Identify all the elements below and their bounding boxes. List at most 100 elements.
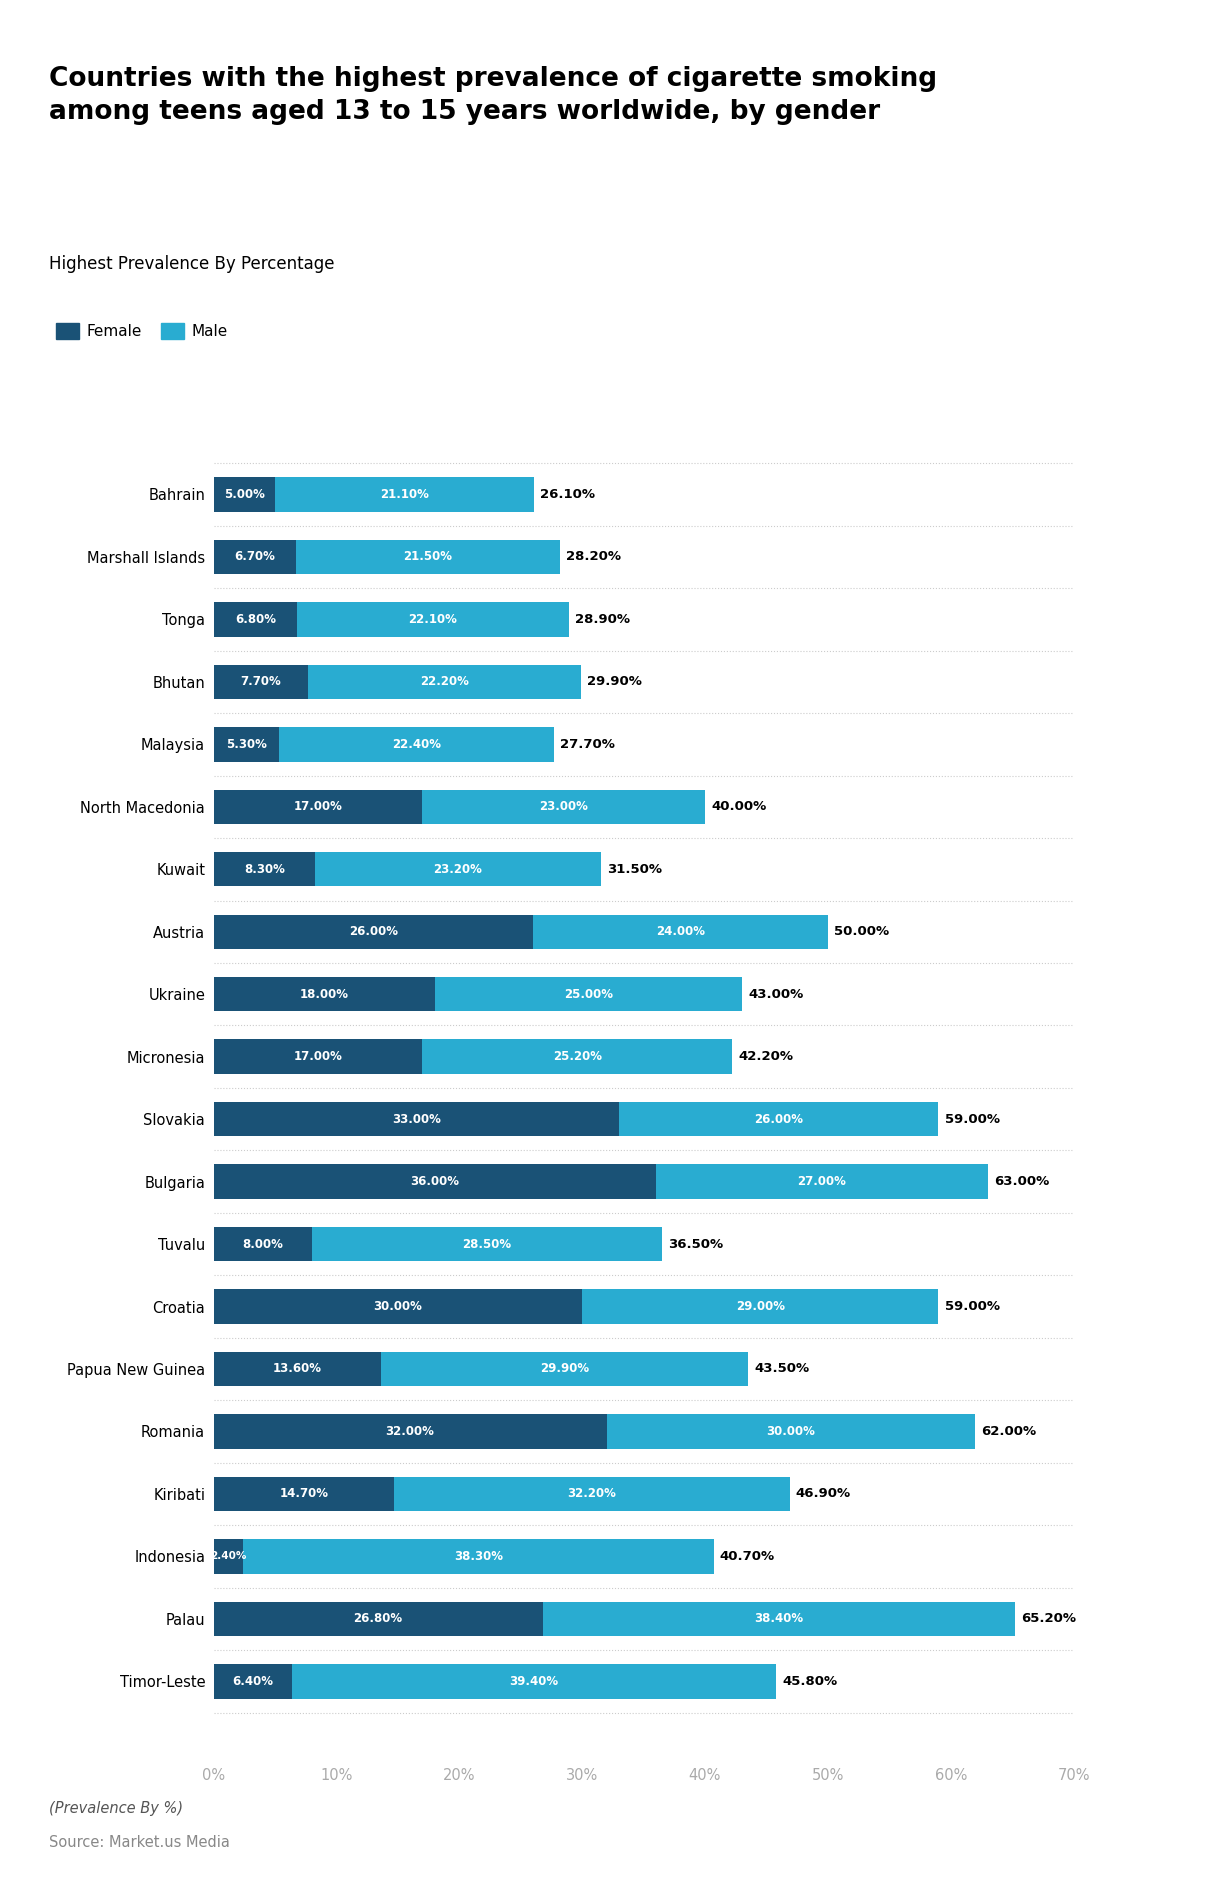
Legend: Female, Male: Female, Male <box>56 324 227 339</box>
Bar <box>619 1101 938 1137</box>
Bar <box>582 1288 938 1324</box>
Text: 17.00%: 17.00% <box>294 800 343 814</box>
Bar <box>214 477 274 511</box>
Text: 21.50%: 21.50% <box>404 551 453 564</box>
Bar <box>214 602 296 636</box>
Text: 26.10%: 26.10% <box>540 488 595 501</box>
Text: 13.60%: 13.60% <box>272 1362 322 1375</box>
Text: 36.50%: 36.50% <box>669 1237 723 1251</box>
Text: 23.20%: 23.20% <box>433 863 482 876</box>
Bar <box>312 1226 662 1262</box>
Bar <box>214 914 533 950</box>
Text: 30.00%: 30.00% <box>373 1300 422 1313</box>
Bar <box>214 1351 381 1387</box>
Bar <box>295 539 560 573</box>
Text: 43.00%: 43.00% <box>748 988 803 1001</box>
Bar <box>214 1226 312 1262</box>
Bar <box>316 851 600 887</box>
Bar <box>214 1478 394 1512</box>
Text: 65.20%: 65.20% <box>1021 1612 1076 1625</box>
Text: 59.00%: 59.00% <box>944 1300 999 1313</box>
Text: 25.20%: 25.20% <box>553 1050 601 1063</box>
Text: Countries with the highest prevalence of cigarette smoking
among teens aged 13 t: Countries with the highest prevalence of… <box>49 66 937 125</box>
Text: 22.10%: 22.10% <box>409 613 458 626</box>
Bar <box>214 539 295 573</box>
Text: 23.00%: 23.00% <box>539 800 588 814</box>
Text: 40.70%: 40.70% <box>720 1550 775 1563</box>
Bar <box>214 976 434 1012</box>
Text: 26.80%: 26.80% <box>354 1612 403 1625</box>
Text: 62.00%: 62.00% <box>981 1425 1037 1438</box>
Text: 5.30%: 5.30% <box>226 738 266 751</box>
Text: 22.40%: 22.40% <box>392 738 440 751</box>
Text: 25.00%: 25.00% <box>564 988 612 1001</box>
Text: 8.30%: 8.30% <box>244 863 285 876</box>
Text: Highest Prevalence By Percentage: Highest Prevalence By Percentage <box>49 255 334 274</box>
Bar <box>214 1603 543 1637</box>
Bar <box>394 1478 789 1512</box>
Bar <box>422 789 705 825</box>
Text: 36.00%: 36.00% <box>410 1175 459 1188</box>
Text: 6.40%: 6.40% <box>232 1674 273 1688</box>
Bar <box>278 727 554 761</box>
Text: 28.20%: 28.20% <box>566 551 621 564</box>
Bar <box>606 1415 975 1449</box>
Text: 5.00%: 5.00% <box>223 488 265 501</box>
Text: 6.70%: 6.70% <box>234 551 274 564</box>
Bar <box>214 1039 422 1075</box>
Bar <box>214 1288 582 1324</box>
Text: 59.00%: 59.00% <box>944 1112 999 1126</box>
Text: 26.00%: 26.00% <box>754 1112 803 1126</box>
Text: 63.00%: 63.00% <box>994 1175 1049 1188</box>
Text: 30.00%: 30.00% <box>766 1425 815 1438</box>
Bar <box>381 1351 748 1387</box>
Text: Source: Market.us Media: Source: Market.us Media <box>49 1835 229 1850</box>
Text: 26.00%: 26.00% <box>349 925 398 938</box>
Text: 7.70%: 7.70% <box>240 675 281 689</box>
Bar <box>243 1540 714 1574</box>
Bar <box>214 851 316 887</box>
Text: 31.50%: 31.50% <box>606 863 661 876</box>
Text: (Prevalence By %): (Prevalence By %) <box>49 1801 183 1816</box>
Text: 32.20%: 32.20% <box>567 1487 616 1500</box>
Text: 24.00%: 24.00% <box>656 925 705 938</box>
Bar <box>422 1039 732 1075</box>
Text: 46.90%: 46.90% <box>795 1487 852 1500</box>
Text: 21.10%: 21.10% <box>381 488 429 501</box>
Bar <box>214 1164 656 1200</box>
Text: 27.00%: 27.00% <box>798 1175 847 1188</box>
Text: 45.80%: 45.80% <box>782 1674 837 1688</box>
Bar <box>434 976 742 1012</box>
Text: 42.20%: 42.20% <box>738 1050 793 1063</box>
Text: 22.20%: 22.20% <box>420 675 468 689</box>
Bar <box>214 789 422 825</box>
Bar <box>274 477 534 511</box>
Bar <box>533 914 828 950</box>
Text: 40.00%: 40.00% <box>711 800 766 814</box>
Bar <box>309 664 581 698</box>
Bar <box>214 664 309 698</box>
Text: 6.80%: 6.80% <box>234 613 276 626</box>
Bar <box>214 1540 243 1574</box>
Text: 29.90%: 29.90% <box>539 1362 589 1375</box>
Text: 14.70%: 14.70% <box>279 1487 328 1500</box>
Bar <box>543 1603 1015 1637</box>
Text: 27.70%: 27.70% <box>560 738 615 751</box>
Text: 32.00%: 32.00% <box>386 1425 434 1438</box>
Bar <box>292 1665 776 1699</box>
Bar <box>296 602 569 636</box>
Text: 29.00%: 29.00% <box>736 1300 784 1313</box>
Text: 28.50%: 28.50% <box>462 1237 511 1251</box>
Bar <box>214 1101 619 1137</box>
Text: 38.30%: 38.30% <box>454 1550 503 1563</box>
Text: 38.40%: 38.40% <box>754 1612 803 1625</box>
Text: 43.50%: 43.50% <box>754 1362 809 1375</box>
Text: 8.00%: 8.00% <box>243 1237 283 1251</box>
Text: 28.90%: 28.90% <box>575 613 630 626</box>
Text: 29.90%: 29.90% <box>587 675 642 689</box>
Text: 33.00%: 33.00% <box>392 1112 440 1126</box>
Bar <box>214 727 278 761</box>
Text: 18.00%: 18.00% <box>300 988 349 1001</box>
Text: 50.00%: 50.00% <box>834 925 889 938</box>
Bar <box>214 1665 292 1699</box>
